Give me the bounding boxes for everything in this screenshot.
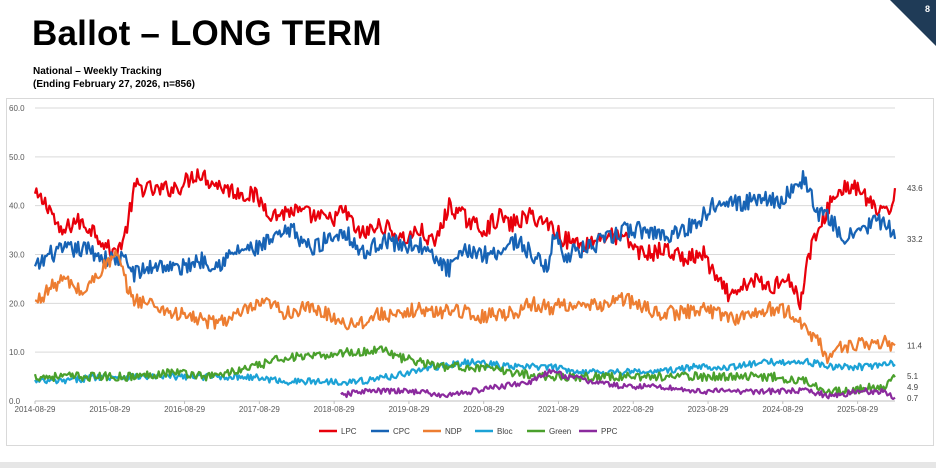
end-label-bloc: 5.1 — [907, 372, 919, 381]
x-tick-label-4: 2018-08-29 — [314, 405, 355, 414]
series-line-lpc — [33, 168, 897, 311]
series-line-green — [33, 345, 896, 396]
end-label-ppc: 0.7 — [907, 394, 919, 403]
x-tick-label-1: 2015-08-29 — [89, 405, 130, 414]
series-line-ppc — [340, 368, 896, 401]
end-label-lpc: 43.6 — [907, 184, 923, 193]
legend-label-green: Green — [549, 427, 571, 436]
legend-label-lpc: LPC — [341, 427, 357, 436]
x-tick-label-11: 2025-08-29 — [837, 405, 878, 414]
subtitle-sample: (Ending February 27, 2026, n=856) — [33, 79, 196, 90]
legend-label-ppc: PPC — [601, 427, 618, 436]
y-tick-label-1: 10.0 — [9, 348, 25, 357]
page-title: Ballot – LONG TERM — [32, 14, 382, 53]
x-tick-label-9: 2023-08-29 — [688, 405, 729, 414]
y-tick-label-0: 0.0 — [9, 397, 21, 406]
x-tick-label-5: 2019-08-29 — [388, 405, 429, 414]
x-tick-label-2: 2016-08-29 — [164, 405, 205, 414]
y-tick-label-4: 40.0 — [9, 202, 25, 211]
y-tick-label-3: 30.0 — [9, 251, 25, 260]
ballot-line-chart: 0.0 10.0 20.0 30.0 40.0 50.0 60.0 2014-08-29 201… — [9, 104, 923, 436]
legend-label-ndp: NDP — [445, 427, 462, 436]
bottom-rule — [0, 462, 936, 468]
legend-label-cpc: CPC — [393, 427, 410, 436]
x-tick-label-10: 2024-08-29 — [762, 405, 803, 414]
x-tick-label-3: 2017-08-29 — [239, 405, 280, 414]
chart-frame: 0.0 10.0 20.0 30.0 40.0 50.0 60.0 2014-08-29 201… — [6, 98, 934, 446]
legend-label-bloc: Bloc — [497, 427, 513, 436]
y-tick-label-6: 60.0 — [9, 104, 25, 113]
end-label-cpc: 33.2 — [907, 235, 923, 244]
y-tick-label-2: 20.0 — [9, 299, 25, 308]
x-tick-label-8: 2022-08-29 — [613, 405, 654, 414]
x-tick-label-6: 2020-08-29 — [463, 405, 504, 414]
subtitle-tracking: National – Weekly Tracking — [33, 66, 162, 77]
x-tick-label-7: 2021-08-29 — [538, 405, 579, 414]
corner-tab — [890, 0, 936, 46]
end-label-green: 4.9 — [907, 383, 919, 392]
page-number: 8 — [924, 4, 930, 14]
y-tick-label-5: 50.0 — [9, 153, 25, 162]
series-line-cpc — [33, 170, 897, 283]
end-label-ndp: 11.4 — [907, 341, 923, 350]
x-tick-label-0: 2014-08-29 — [15, 405, 56, 414]
series-line-ndp — [34, 249, 896, 365]
